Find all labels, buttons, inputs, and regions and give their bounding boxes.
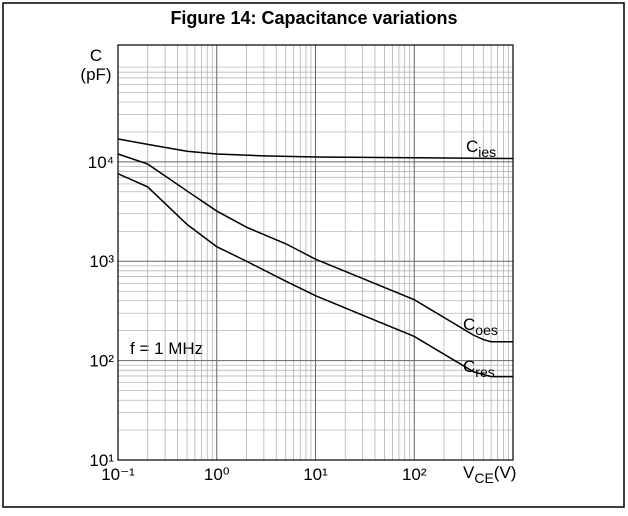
series-line [117, 138, 514, 160]
x-tick-label: 10⁰ [204, 465, 230, 484]
plot-border [117, 44, 514, 461]
x-tick-label: 10⁻¹ [101, 465, 135, 484]
y-tick-label: 10² [89, 352, 114, 371]
x-tick-label: 10² [402, 465, 427, 484]
y-tick-label: 10¹ [89, 451, 114, 470]
y-axis-label: (pF) [80, 65, 111, 84]
y-axis-label: C [90, 46, 102, 65]
frame [2, 2, 625, 508]
grid [117, 45, 513, 461]
x-tick-label: 10¹ [303, 465, 328, 484]
y-tick-label: 10⁴ [88, 153, 114, 172]
series-line [117, 153, 513, 343]
x-axis-label: VCE(V) [463, 463, 516, 486]
series-label: Coes [463, 315, 498, 338]
series-label: Cres [463, 357, 495, 380]
chart-title: Figure 14: Capacitance variations [170, 8, 457, 28]
annotation: f = 1 MHz [130, 339, 203, 358]
series-line [117, 173, 513, 378]
y-tick-label: 10³ [89, 252, 114, 271]
series-label: Cies [466, 137, 496, 160]
